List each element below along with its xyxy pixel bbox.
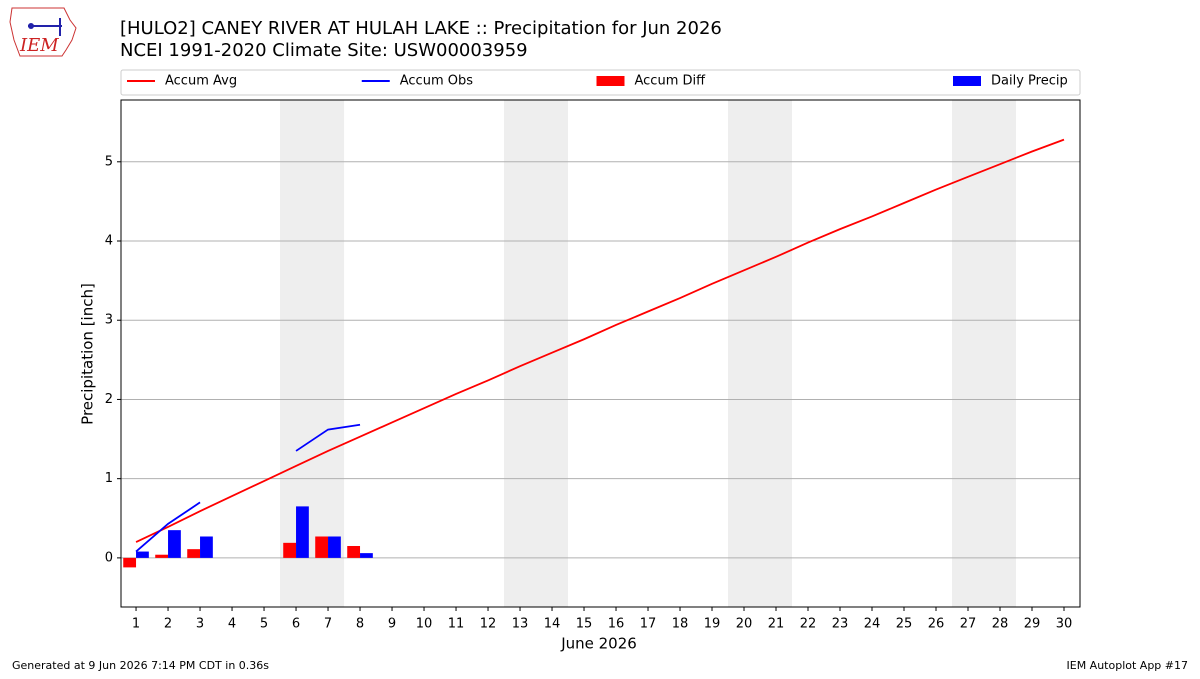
x-tick-label: 26 bbox=[928, 617, 945, 632]
bar bbox=[187, 549, 201, 558]
y-axis-label: Precipitation [inch] bbox=[79, 283, 97, 425]
chart-subtitle: NCEI 1991-2020 Climate Site: USW00003959 bbox=[120, 40, 528, 61]
x-tick-label: 1 bbox=[132, 617, 140, 632]
x-tick-label: 18 bbox=[672, 617, 689, 632]
y-tick-label: 0 bbox=[105, 550, 113, 565]
x-tick-label: 16 bbox=[608, 617, 625, 632]
x-axis-label: June 2026 bbox=[560, 635, 637, 653]
x-tick-label: 4 bbox=[228, 617, 236, 632]
x-tick-label: 27 bbox=[960, 617, 977, 632]
x-tick-label: 8 bbox=[356, 617, 364, 632]
logo-text: IEM bbox=[19, 35, 59, 56]
x-tick-label: 3 bbox=[196, 617, 204, 632]
x-tick-label: 17 bbox=[640, 617, 657, 632]
y-tick-label: 3 bbox=[105, 313, 113, 328]
bar bbox=[155, 554, 169, 558]
legend-label: Accum Obs bbox=[400, 74, 473, 89]
x-tick-label: 9 bbox=[388, 617, 396, 632]
x-tick-label: 22 bbox=[800, 617, 817, 632]
x-tick-label: 13 bbox=[512, 617, 529, 632]
x-tick-label: 15 bbox=[576, 617, 593, 632]
legend-label: Daily Precip bbox=[991, 74, 1068, 89]
logo: IEM bbox=[9, 7, 77, 57]
x-tick-label: 14 bbox=[544, 617, 561, 632]
y-tick-label: 5 bbox=[105, 154, 113, 169]
y-tick-label: 1 bbox=[105, 471, 113, 486]
legend-label: Accum Diff bbox=[635, 74, 707, 89]
x-tick-label: 20 bbox=[736, 617, 753, 632]
bar bbox=[283, 542, 297, 558]
x-tick-label: 25 bbox=[896, 617, 913, 632]
x-tick-label: 30 bbox=[1056, 617, 1073, 632]
x-tick-label: 29 bbox=[1024, 617, 1041, 632]
bar bbox=[328, 536, 341, 558]
x-tick-label: 10 bbox=[416, 617, 433, 632]
bar bbox=[315, 536, 329, 558]
x-tick-label: 7 bbox=[324, 617, 332, 632]
bar bbox=[200, 536, 213, 558]
line bbox=[135, 423, 361, 553]
x-tick-label: 24 bbox=[864, 617, 881, 632]
bar bbox=[296, 506, 309, 558]
x-tick-label: 19 bbox=[704, 617, 721, 632]
x-tick-label: 5 bbox=[260, 617, 268, 632]
y-tick-label: 4 bbox=[105, 234, 113, 249]
weekend-span bbox=[952, 100, 1017, 607]
footer-left: Generated at 9 Jun 2026 7:14 PM CDT in 0… bbox=[12, 659, 269, 672]
weekend-span bbox=[280, 100, 345, 607]
weekend-span bbox=[504, 100, 569, 607]
x-tick-label: 12 bbox=[480, 617, 497, 632]
x-tick-label: 2 bbox=[164, 617, 172, 632]
chart-title: [HULO2] CANEY RIVER AT HULAH LAKE :: Pre… bbox=[120, 18, 722, 39]
legend-label: Accum Avg bbox=[165, 74, 237, 89]
x-tick-label: 21 bbox=[768, 617, 785, 632]
plot-frame bbox=[120, 99, 1081, 608]
x-tick-label: 28 bbox=[992, 617, 1009, 632]
footer-right: IEM Autoplot App #17 bbox=[1067, 659, 1189, 672]
bar bbox=[168, 530, 181, 558]
x-tick-label: 6 bbox=[292, 617, 300, 632]
line bbox=[135, 138, 1065, 543]
weekend-span bbox=[728, 100, 793, 607]
legend-swatch bbox=[596, 76, 625, 86]
x-tick-label: 11 bbox=[448, 617, 465, 632]
bar bbox=[123, 557, 137, 568]
x-tick-label: 23 bbox=[832, 617, 849, 632]
bar bbox=[136, 551, 149, 558]
y-tick-label: 2 bbox=[105, 392, 113, 407]
bar bbox=[360, 553, 373, 558]
bar bbox=[347, 546, 361, 558]
legend-swatch bbox=[953, 76, 981, 86]
